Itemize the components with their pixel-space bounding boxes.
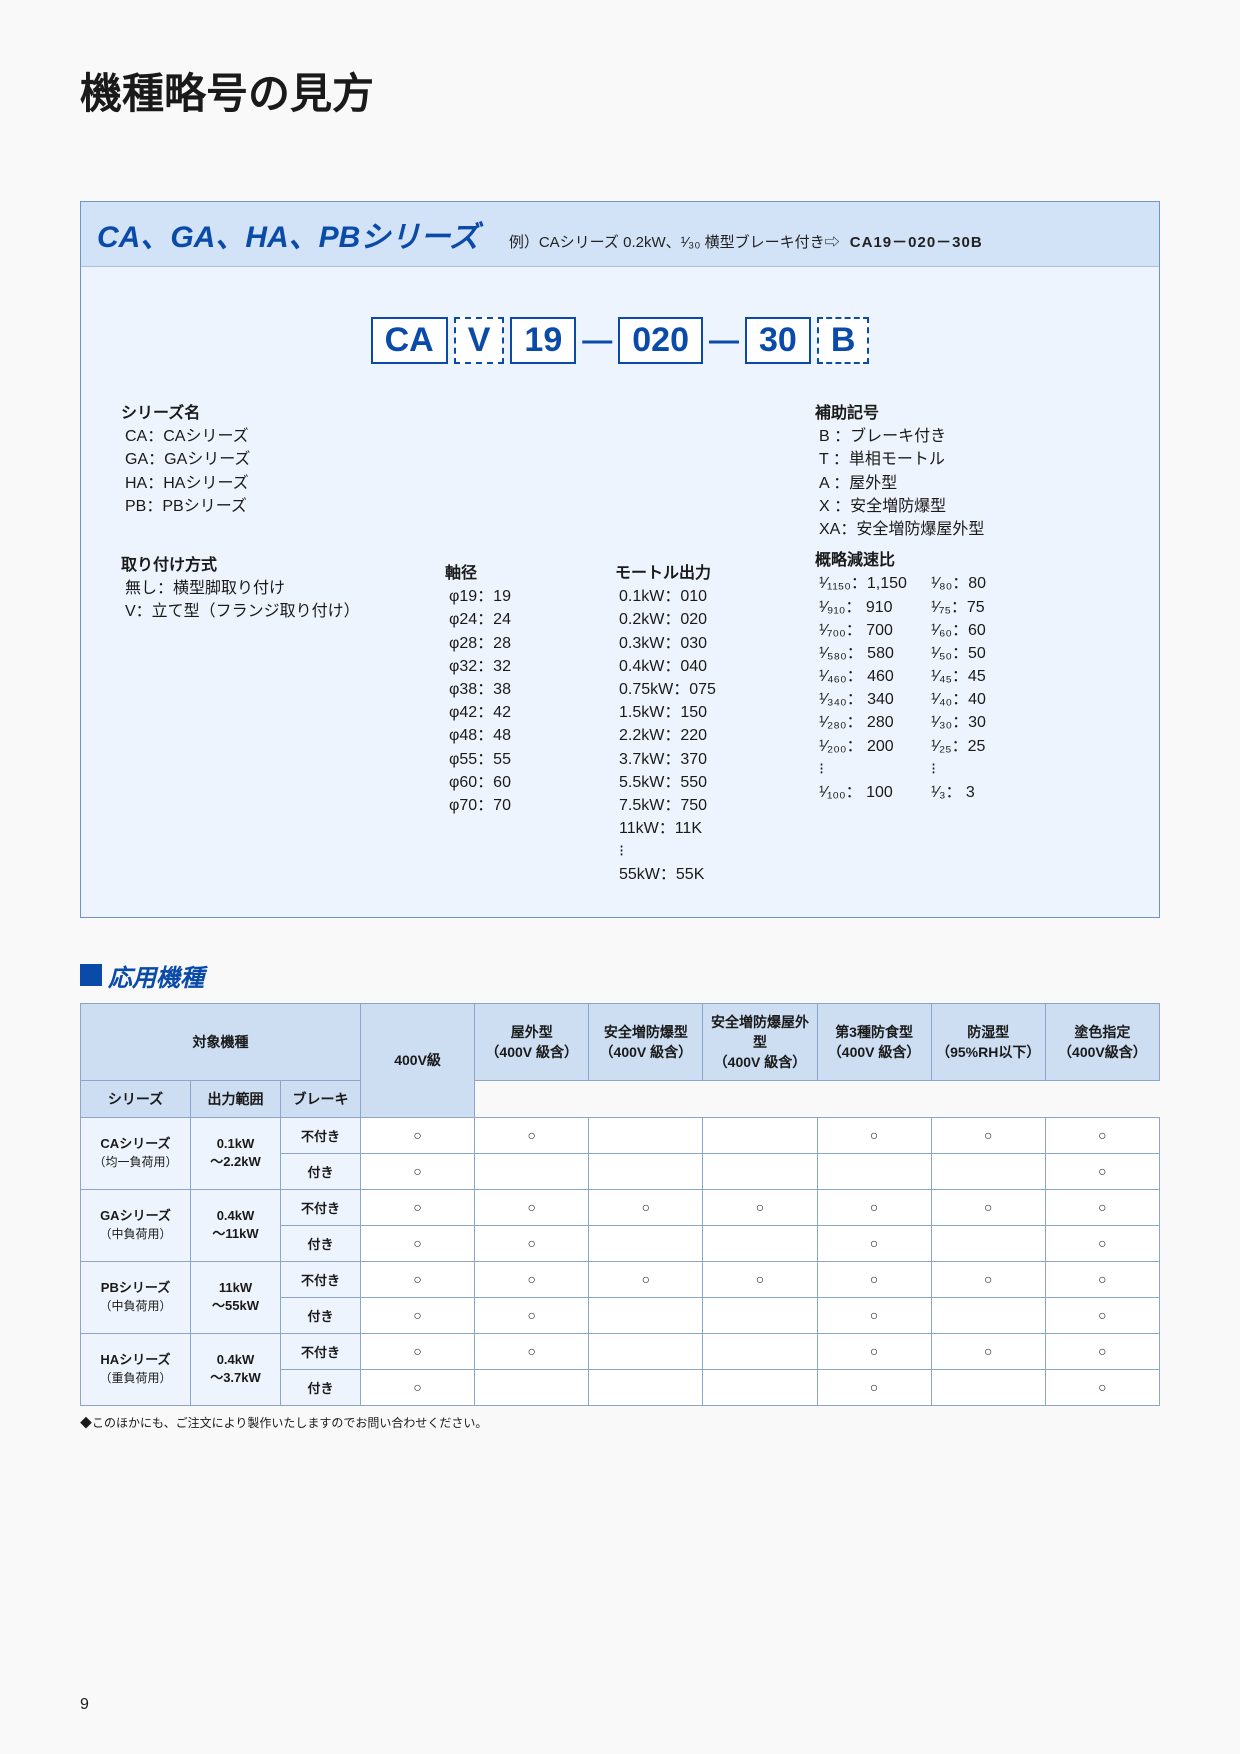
code-motor: 020 (618, 317, 703, 364)
code-mounting: V (454, 317, 505, 364)
model-code-row: CA V 19 — 020 — 30 B (81, 317, 1159, 364)
series-header-title: CA、GA、HA、PBシリーズ (97, 212, 479, 256)
shaft-block: 軸径 φ19：19φ24：24φ28：28φ32：32φ38：38φ42：42φ… (445, 394, 595, 887)
code-shaft: 19 (510, 317, 576, 364)
code-series: CA (371, 317, 448, 364)
applications-note: ◆このほかにも、ご注文により製作いたしますのでお問い合わせください。 (80, 1414, 1160, 1431)
section-marker-icon (80, 964, 102, 986)
page-title: 機種略号の見方 (80, 60, 1160, 121)
code-ratio: 30 (745, 317, 811, 364)
page-number: 9 (80, 1696, 89, 1714)
series-example: 例）CAシリーズ 0.2kW、¹⁄₃₀ 横型ブレーキ付き⇨ CA19－020－3… (509, 231, 983, 252)
applications-title: 応用機種 (108, 958, 204, 993)
model-code-diagram: CA、GA、HA、PBシリーズ 例）CAシリーズ 0.2kW、¹⁄₃₀ 横型ブレ… (80, 201, 1160, 918)
motor-block: モートル出力 0.1kW：0100.2kW：0200.3kW：0300.4kW：… (615, 394, 795, 887)
series-name-block: シリーズ名 CA：CAシリーズGA：GAシリーズHA：HAシリーズPB：PBシリ… (121, 394, 425, 887)
applications-table: 対象機種 400V級 屋外型（400V 級含） 安全増防爆型（400V 級含） … (80, 1003, 1160, 1406)
aux-ratio-block: 補助記号 B ：ブレーキ付きT ：単相モートルA ：屋外型X ：安全増防爆型XA… (815, 394, 1119, 887)
code-aux: B (817, 317, 870, 364)
